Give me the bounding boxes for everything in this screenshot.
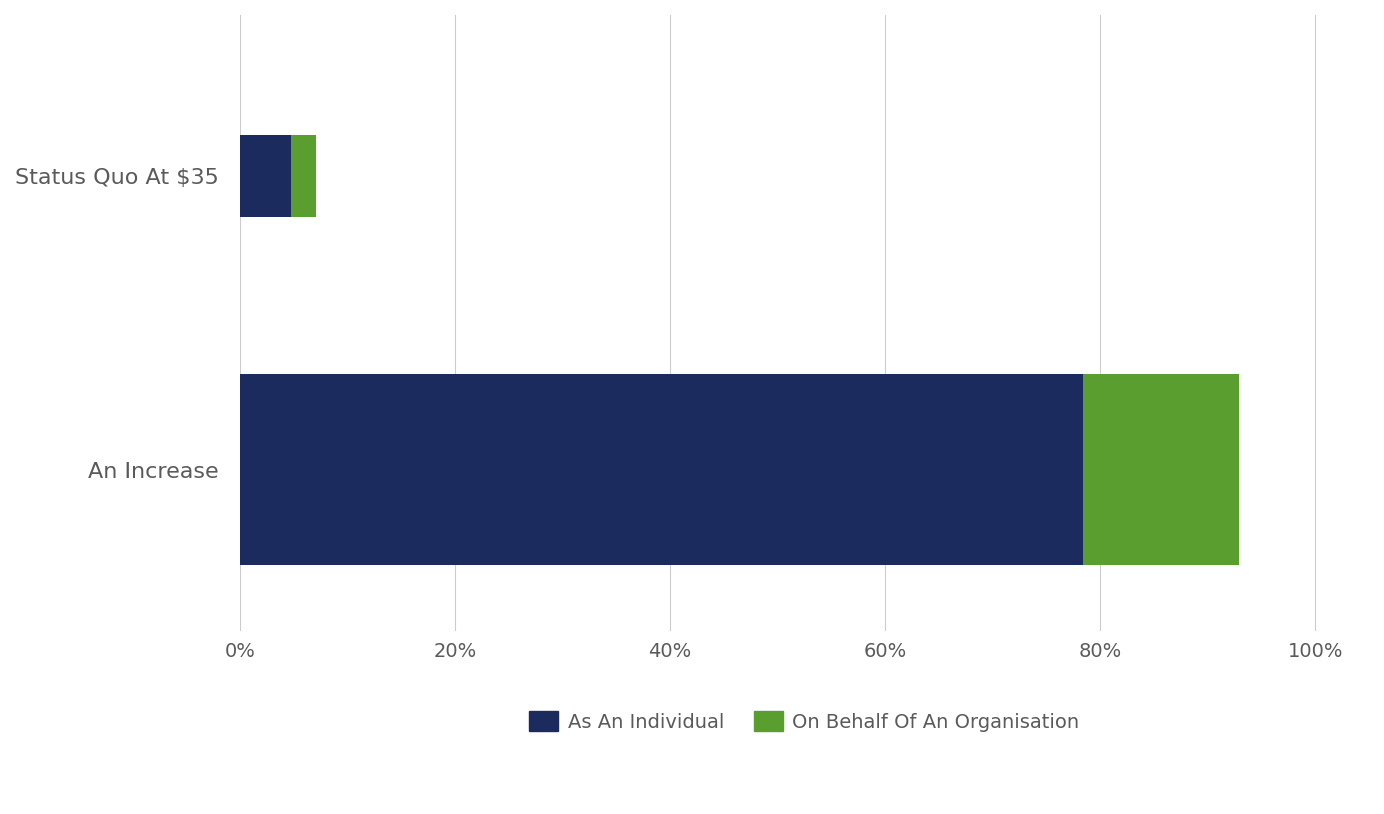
- Bar: [239, 135, 291, 217]
- Bar: [239, 374, 1084, 565]
- Legend: As An Individual, On Behalf Of An Organisation: As An Individual, On Behalf Of An Organi…: [529, 711, 1080, 732]
- Bar: [291, 135, 316, 217]
- Bar: [1084, 374, 1240, 565]
